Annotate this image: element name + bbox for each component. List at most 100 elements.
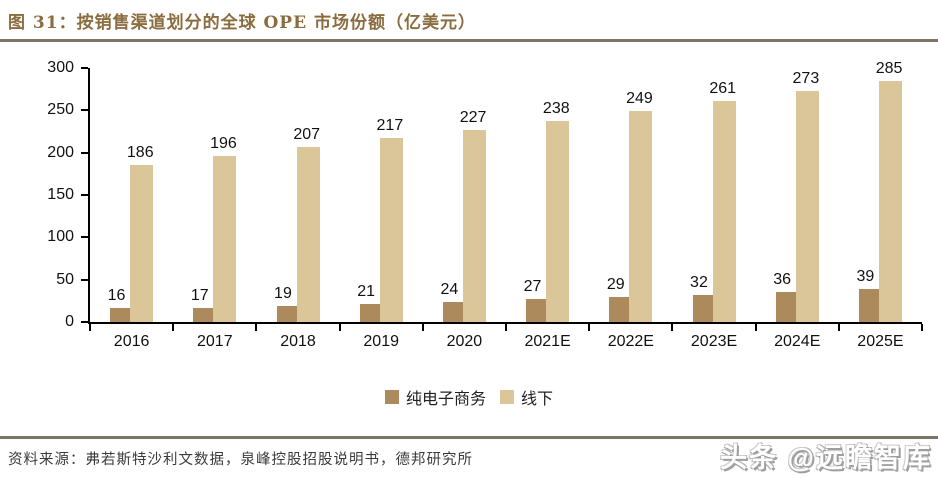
bar-value-label: 36 xyxy=(773,270,792,288)
bar-group: 39 285 xyxy=(839,60,922,322)
x-tick xyxy=(338,324,341,331)
chart-legend: 纯电子商务 线下 xyxy=(0,384,938,410)
bar-group: 24 227 xyxy=(423,68,506,322)
legend-item: 线下 xyxy=(500,385,553,409)
bar-offline: 238 xyxy=(543,100,570,322)
y-tick-label: 150 xyxy=(47,186,74,203)
figure-header: 图 31：按销售渠道划分的全球 OPE 市场份额（亿美元） xyxy=(0,0,938,42)
x-axis-label: 2016 xyxy=(113,333,150,350)
bar-ecommerce: 16 xyxy=(108,287,131,322)
bar-ecommerce: 27 xyxy=(524,278,547,322)
x-axis-label: 2023E xyxy=(690,333,738,350)
bars-container: 16 186 17 196 19 207 21 217 24 227 27 238 29 249 32 261… xyxy=(90,60,922,322)
bar-group: 27 238 xyxy=(506,68,589,322)
x-axis-label: 2018 xyxy=(280,333,316,350)
y-tick xyxy=(81,194,88,196)
bar-value-label: 273 xyxy=(792,69,820,87)
bar-value-label: 21 xyxy=(357,283,376,301)
legend-label: 纯电子商务 xyxy=(405,389,486,408)
y-tick xyxy=(81,109,88,112)
bar-offline: 261 xyxy=(709,80,736,322)
x-tick xyxy=(89,324,91,331)
bar-group: 19 207 xyxy=(256,68,339,322)
x-tick xyxy=(421,324,424,331)
bar-value-label: 249 xyxy=(626,90,653,108)
bar-ecommerce: 21 xyxy=(357,283,380,322)
bar-value-label: 29 xyxy=(606,276,625,294)
bar-value-label: 32 xyxy=(690,273,708,291)
x-axis-label: 2017 xyxy=(197,333,233,350)
bar-ecommerce: 39 xyxy=(856,268,879,322)
bar-value-label: 238 xyxy=(542,99,570,117)
bar-ecommerce: 17 xyxy=(191,287,214,322)
x-axis-label: 2022E xyxy=(607,333,654,350)
legend-swatch xyxy=(500,390,514,404)
bar-value-label: 285 xyxy=(875,59,903,77)
legend-label: 线下 xyxy=(521,389,554,408)
bar-value-label: 27 xyxy=(523,278,542,296)
x-axis-label: 2019 xyxy=(363,333,399,350)
bar-offline: 285 xyxy=(876,60,902,322)
y-tick-label: 50 xyxy=(56,270,74,288)
bar-offline: 207 xyxy=(293,126,320,322)
x-axis-labels: 2016 2017 2018 2019 2020 2021E 2022E 2023E 2024E… xyxy=(90,333,922,351)
bar-group: 32 261 xyxy=(672,68,755,322)
bar-offline: 249 xyxy=(626,90,653,322)
bar-value-label: 17 xyxy=(190,286,209,304)
bar-group: 17 196 xyxy=(173,68,256,322)
y-tick xyxy=(81,151,88,154)
x-axis-label: 2020 xyxy=(446,333,483,350)
y-tick-label: 0 xyxy=(65,313,74,330)
bar-chart: 16 186 17 196 19 207 21 217 24 227 27 238 29 249 32 261… xyxy=(0,42,938,370)
bar-offline: 273 xyxy=(793,70,819,322)
watermark: 头条 @远瞻智库 xyxy=(720,443,932,473)
bar-offline: 217 xyxy=(377,117,403,322)
bar-ecommerce: 29 xyxy=(607,276,630,322)
x-tick xyxy=(505,324,507,331)
y-tick-label: 300 xyxy=(47,59,74,76)
x-axis-label: 2024E xyxy=(774,333,821,350)
x-tick xyxy=(921,324,923,331)
bar-ecommerce: 19 xyxy=(274,285,297,322)
y-tick xyxy=(81,67,88,69)
bar-group: 21 217 xyxy=(340,68,423,322)
y-tick-label: 250 xyxy=(47,101,74,119)
bar-ecommerce: 32 xyxy=(690,274,713,322)
x-axis-label: 2021E xyxy=(524,333,571,350)
bar-group: 29 249 xyxy=(589,68,672,322)
y-tick xyxy=(81,321,88,323)
y-tick xyxy=(81,278,88,281)
figure-title: 图 31：按销售渠道划分的全球 OPE 市场份额（亿美元） xyxy=(8,13,476,33)
y-tick xyxy=(81,236,88,239)
legend-item: 纯电子商务 xyxy=(384,385,486,409)
x-tick xyxy=(172,324,175,331)
bar-offline: 227 xyxy=(460,109,486,322)
bar-value-label: 261 xyxy=(709,80,737,98)
bar-value-label: 24 xyxy=(440,280,459,298)
x-axis-label: 2025E xyxy=(857,333,904,350)
x-tick xyxy=(255,324,258,331)
plot-area: 16 186 17 196 19 207 21 217 24 227 27 238 29 249 32 261… xyxy=(47,59,923,350)
bar-value-label: 227 xyxy=(459,108,487,126)
bar-ecommerce: 36 xyxy=(773,271,796,322)
bar-offline: 186 xyxy=(127,144,154,322)
legend-swatch xyxy=(384,390,399,404)
x-tick xyxy=(671,324,674,331)
bar-value-label: 186 xyxy=(126,143,154,161)
bar-value-label: 16 xyxy=(107,287,126,305)
x-tick xyxy=(588,324,591,331)
y-tick-label: 100 xyxy=(47,228,74,246)
bar-offline: 196 xyxy=(210,135,237,322)
bar-value-label: 39 xyxy=(856,267,875,285)
x-tick xyxy=(837,324,840,331)
source-note: 资料来源：弗若斯特沙利文数据，泉峰控股招股说明书，德邦研究所 xyxy=(8,452,473,468)
x-tick xyxy=(754,324,757,331)
bar-value-label: 207 xyxy=(293,125,321,143)
figure-footer: 资料来源：弗若斯特沙利文数据，泉峰控股招股说明书，德邦研究所 头条 @远瞻智库 xyxy=(0,436,938,478)
y-tick-label: 200 xyxy=(47,143,74,161)
bar-group: 16 186 xyxy=(90,68,173,322)
bar-value-label: 196 xyxy=(210,135,237,153)
bar-value-label: 217 xyxy=(376,117,404,135)
bar-ecommerce: 24 xyxy=(440,281,463,322)
